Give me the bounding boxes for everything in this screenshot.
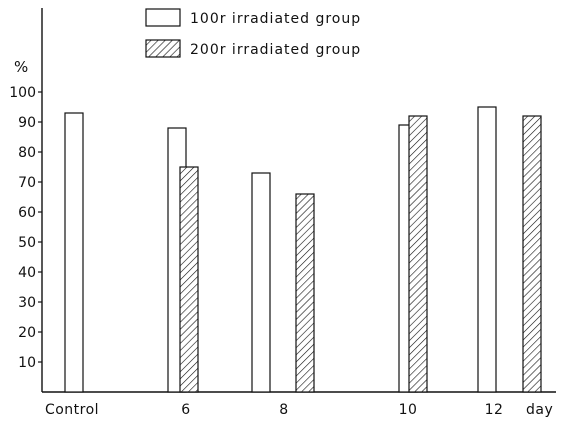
legend-label-100r: 100r irradiated group — [190, 11, 361, 27]
x-axis-unit: day — [526, 402, 553, 418]
bars — [64, 106, 542, 393]
bar-200r-10 — [408, 115, 428, 393]
bar-200r-8 — [295, 193, 315, 393]
x-ticks: Control 6 8 10 12 — [45, 402, 503, 418]
y-tick-label: 40 — [18, 265, 36, 281]
y-tick-label: 70 — [18, 175, 36, 191]
bar-200r-12 — [522, 115, 542, 393]
bar-100r-control — [64, 112, 84, 393]
legend: 100r irradiated group 200r irradiated gr… — [145, 8, 361, 58]
x-tick-label: 12 — [485, 402, 504, 418]
y-tick-label: 30 — [18, 295, 36, 311]
y-ticks: 10 20 30 40 50 60 70 80 90 100 — [9, 85, 42, 371]
y-tick-label: 10 — [18, 355, 36, 371]
legend-label-200r: 200r irradiated group — [190, 42, 361, 58]
legend-swatch-200r — [145, 39, 181, 58]
y-axis-label: % — [14, 58, 28, 76]
y-tick-label: 90 — [18, 115, 36, 131]
y-tick-label: 20 — [18, 325, 36, 341]
y-tick-label: 80 — [18, 145, 36, 161]
x-tick-label: Control — [45, 402, 99, 418]
bar-100r-12 — [477, 106, 497, 393]
y-tick-label: 50 — [18, 235, 36, 251]
bar-100r-8 — [251, 172, 271, 393]
y-tick-label: 60 — [18, 205, 36, 221]
y-tick-label: 100 — [9, 85, 36, 101]
legend-swatch-100r — [145, 8, 181, 27]
x-tick-label: 6 — [181, 402, 190, 418]
x-tick-label: 10 — [399, 402, 418, 418]
bar-200r-6 — [179, 166, 199, 393]
x-tick-label: 8 — [279, 402, 288, 418]
